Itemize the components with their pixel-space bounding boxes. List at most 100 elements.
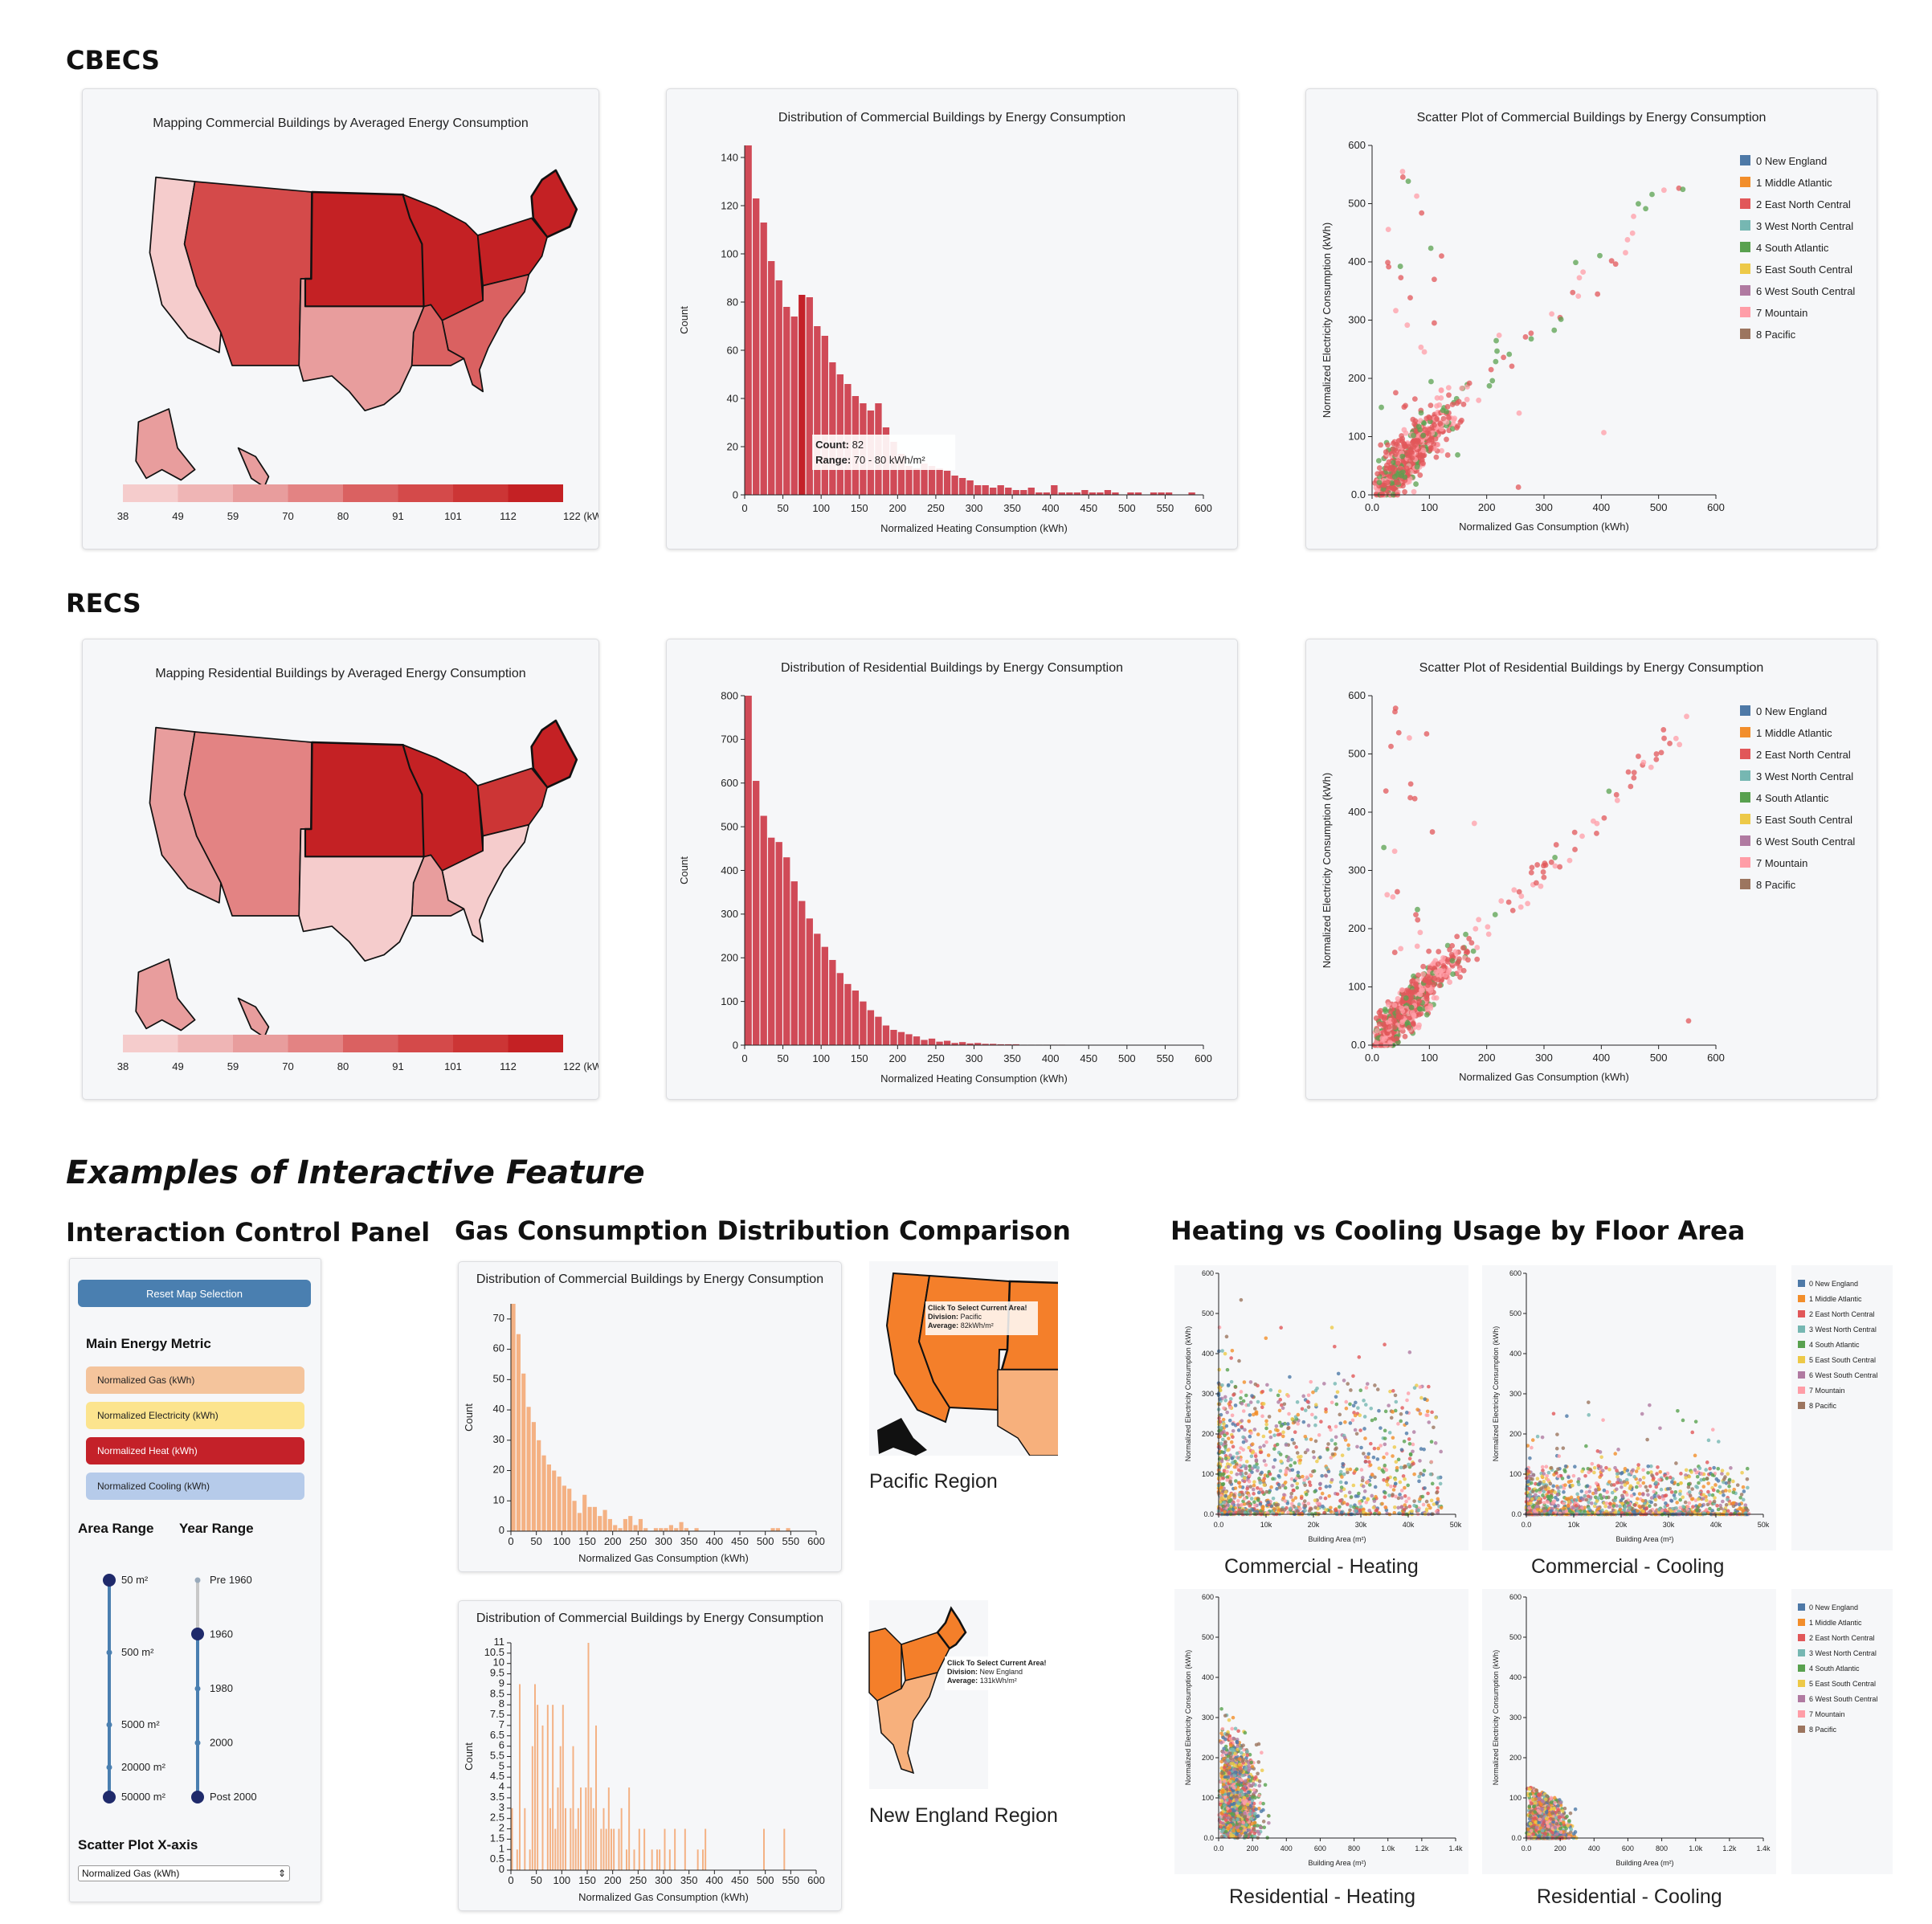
y-tick-label: 70 [493,1312,504,1324]
histogram-bar [577,1808,579,1870]
scatter-point [1326,1442,1330,1446]
scatter-point [1724,1489,1728,1493]
scatter-point [1525,1490,1530,1495]
scatter-point [1241,1399,1246,1403]
histogram-bar [951,1043,958,1045]
scatter-point [1407,1496,1411,1501]
scatter-point [1360,1478,1365,1483]
scatter-point [1323,1496,1328,1501]
scatter-point [1375,1387,1380,1391]
scatter-point [1391,1002,1398,1008]
legend-swatch [288,484,343,502]
legend-label: 3 West North Central [1809,1326,1877,1334]
legend-tick: 59 [227,1060,239,1072]
scatter-point [1231,1435,1235,1440]
scatter-point [1376,1446,1381,1451]
region-tooltip-division: Division: Pacific [928,1313,982,1321]
scatter-point [1239,1503,1243,1508]
scatter-point [1355,1444,1359,1449]
scatter-point [1721,1499,1725,1504]
scatter-point [1392,451,1399,458]
scatter-point [1399,174,1406,180]
scatter-point [1224,1334,1229,1339]
reset-map-button[interactable]: Reset Map Selection [78,1280,311,1307]
histogram-bar [913,1036,921,1045]
region-alaska [135,408,196,481]
scatter-point [1219,1459,1224,1464]
scatter-point [1658,750,1664,756]
scatter-point [1426,431,1432,437]
scatter-point [1245,1486,1249,1491]
scatter-point [1219,1450,1224,1454]
legend-label: 6 West South Central [1809,1371,1877,1379]
scatter-point [1546,1500,1550,1505]
scatter-point [1306,1424,1311,1428]
scatter-point [1687,1490,1692,1494]
scatter-point [1373,1015,1379,1021]
scatter-point [1436,949,1442,954]
pacific-region-map[interactable]: Click To Select Current Area! Division: P… [869,1261,1058,1456]
scatter-point [1542,1472,1546,1476]
scatter-point [1218,1420,1223,1424]
y-tick-label: 20 [493,1464,504,1476]
legend-swatch [1740,879,1750,889]
scatter-point [1334,1395,1338,1399]
scatter-point [1529,864,1535,871]
metric-button[interactable]: Normalized Gas (kWh) [86,1366,304,1394]
legend-swatch [1740,835,1750,846]
scatter-point [1235,1472,1240,1477]
scatter-point [1330,1477,1334,1482]
metric-button[interactable]: Normalized Cooling (kWh) [86,1473,304,1500]
scatter-point [1596,1496,1601,1500]
scatter-point [1708,1500,1712,1504]
scatter-point [1722,1493,1726,1497]
scatter-point [1572,847,1578,852]
metric-button[interactable]: Normalized Heat (kWh) [86,1437,304,1464]
year-tick-dot [194,1685,201,1692]
histogram-bar [790,881,798,1045]
x-tick-label: 550 [1157,1052,1174,1064]
scatter-point [1305,1475,1309,1480]
y-tick-label: 1.5 [490,1832,504,1844]
scatter-point [1592,1504,1597,1509]
scatter-point [1252,1512,1256,1516]
scatter-point [1434,415,1440,422]
scatter-axis-select[interactable]: Normalized Gas (kWh) ⇕ [78,1865,290,1881]
scatter-point [1652,1476,1656,1481]
x-tick-label: 250 [927,502,945,514]
y-tick-label: 5.5 [490,1750,504,1762]
scatter-point [1382,1477,1386,1482]
scatter-point [1667,741,1673,746]
scatter-point [1354,1494,1358,1498]
scatter-point [1689,1470,1693,1474]
scatter-point [1680,186,1686,193]
scatter-point [1739,1493,1744,1497]
new-england-region-map[interactable]: Click To Select Current Area! Division: N… [868,1600,1057,1789]
y-tick-label: 3 [499,1801,504,1813]
histogram-bar [585,1787,587,1870]
region-ne [936,1606,967,1650]
scatter-point [1419,210,1425,216]
region-hawaii [237,447,270,488]
scatter-point [1335,1390,1340,1395]
histogram-bar [997,485,1004,495]
scatter-point [1631,1468,1636,1473]
scatter-point [1415,906,1420,913]
chart-title: Distribution of Commercial Buildings by … [476,1612,823,1625]
scatter-point [1705,1477,1709,1481]
scatter-point [1230,1460,1235,1464]
scatter-point [1233,1726,1238,1731]
chart-title: Scatter Plot of Commercial Buildings by … [1417,111,1767,125]
scatter-point [1219,1412,1223,1417]
scatter-point [1318,1496,1323,1500]
area-slider-handle-min [103,1574,116,1587]
legend-swatch [178,1035,233,1052]
scatter-point [1721,1489,1726,1494]
scatter-point [1629,1493,1634,1498]
metric-button[interactable]: Normalized Electricity (kWh) [86,1402,304,1429]
histogram-bar [775,842,782,1045]
legend-swatch [343,484,398,502]
histogram-bar [990,1044,997,1045]
scatter-point [1399,1505,1404,1509]
scatter-point [1423,731,1430,737]
